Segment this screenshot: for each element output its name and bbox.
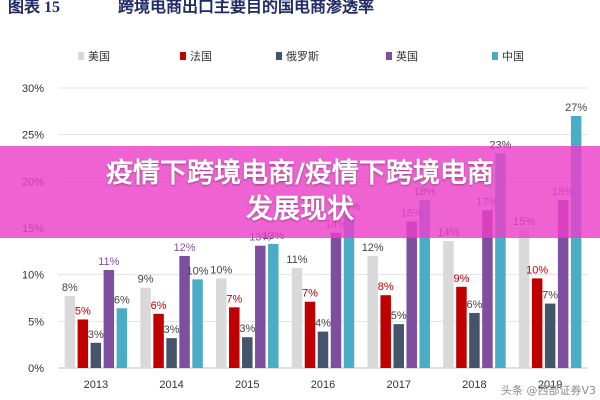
- bar: [192, 279, 203, 368]
- legend-label: 俄罗斯: [286, 50, 319, 63]
- legend-swatch: [276, 52, 282, 60]
- overlay-line-2: 发展现状: [246, 194, 354, 225]
- data-label: 10%: [526, 264, 548, 276]
- data-label: 7%: [226, 293, 242, 305]
- legend-swatch: [492, 52, 498, 60]
- bar: [116, 308, 128, 368]
- data-label: 27%: [565, 102, 587, 114]
- data-label: 8%: [62, 282, 78, 294]
- bar: [406, 221, 417, 368]
- legend-label: 中国: [502, 50, 524, 63]
- y-tick-label: 5%: [28, 316, 44, 328]
- data-label: 4%: [315, 318, 331, 330]
- watermark: 头条 @西部证券V3: [500, 384, 596, 397]
- bars: [64, 116, 582, 368]
- bar: [268, 243, 279, 368]
- bar: [242, 337, 253, 368]
- x-tick-label: 2013: [84, 379, 108, 391]
- data-label: 7%: [542, 290, 558, 302]
- data-label: 3%: [164, 324, 180, 336]
- bar: [456, 286, 467, 368]
- data-label: 6%: [466, 299, 482, 311]
- bar: [179, 256, 190, 368]
- legend-label: 英国: [396, 49, 418, 63]
- bar: [166, 338, 177, 368]
- data-label: 3%: [88, 329, 104, 341]
- legend: 美国 法国 俄罗斯 英国 中国: [78, 49, 524, 63]
- x-tick-label: 2016: [311, 379, 335, 391]
- data-label: 5%: [75, 305, 91, 317]
- bar: [304, 301, 316, 368]
- bar: [153, 313, 164, 368]
- overlay-line-1: 疫情下跨境电商/疫情下跨境电商: [106, 158, 494, 189]
- bar: [367, 256, 378, 368]
- bar: [140, 287, 151, 368]
- data-label: 3%: [239, 323, 255, 335]
- x-tick-label: 2015: [235, 379, 259, 391]
- x-tick-label: 2017: [386, 379, 410, 391]
- data-label: 9%: [138, 274, 154, 286]
- data-label: 12%: [174, 242, 196, 254]
- bar: [291, 268, 303, 368]
- bar: [495, 153, 506, 368]
- bar: [518, 229, 530, 368]
- y-tick-label: 30%: [22, 83, 44, 95]
- bar: [103, 270, 115, 368]
- bar: [419, 200, 430, 368]
- bar: [393, 324, 404, 368]
- legend-swatch: [78, 52, 84, 60]
- data-label: 7%: [302, 288, 318, 300]
- legend-swatch: [180, 52, 186, 60]
- data-label: 11%: [286, 254, 307, 266]
- data-label: 5%: [391, 310, 407, 322]
- bar: [216, 278, 227, 368]
- data-label: 10%: [187, 265, 209, 277]
- overlay-banner: 疫情下跨境电商/疫情下跨境电商 发展现状: [0, 146, 600, 238]
- bar: [544, 303, 556, 368]
- bar: [229, 307, 240, 368]
- data-label: 10%: [210, 264, 232, 276]
- data-label: 6%: [114, 294, 130, 306]
- bar: [557, 200, 569, 368]
- bar: [343, 214, 355, 368]
- x-tick-label: 2014: [159, 379, 183, 391]
- y-tick-label: 25%: [22, 130, 44, 142]
- bar: [64, 296, 76, 368]
- y-tick-label: 0%: [28, 363, 44, 375]
- legend-label: 法国: [190, 49, 212, 63]
- bar: [317, 331, 329, 368]
- x-axis: 2013 2014 2015 2016 2017 2018 2019: [84, 379, 563, 391]
- data-label: 11%: [98, 256, 119, 268]
- figure-label: 图表 15: [8, 0, 60, 16]
- bar: [90, 342, 102, 368]
- x-tick-label: 2019: [538, 379, 562, 391]
- chart-title: 跨境电商出口主要目的国电商渗透率: [118, 0, 374, 16]
- data-label: 6%: [151, 300, 167, 312]
- bar: [380, 295, 391, 368]
- y-tick-label: 10%: [22, 270, 44, 282]
- legend-label: 美国: [88, 50, 110, 63]
- bar: [443, 241, 454, 368]
- data-label: 8%: [378, 281, 394, 293]
- bar: [570, 116, 582, 368]
- bar: [330, 232, 342, 368]
- bar: [255, 245, 266, 368]
- data-label: 9%: [453, 273, 469, 285]
- bar: [482, 210, 493, 368]
- bar: [469, 312, 480, 368]
- x-tick-label: 2018: [462, 379, 486, 391]
- bar: [77, 319, 89, 368]
- bar: [531, 278, 543, 368]
- legend-swatch: [386, 52, 392, 60]
- data-label: 12%: [362, 242, 384, 254]
